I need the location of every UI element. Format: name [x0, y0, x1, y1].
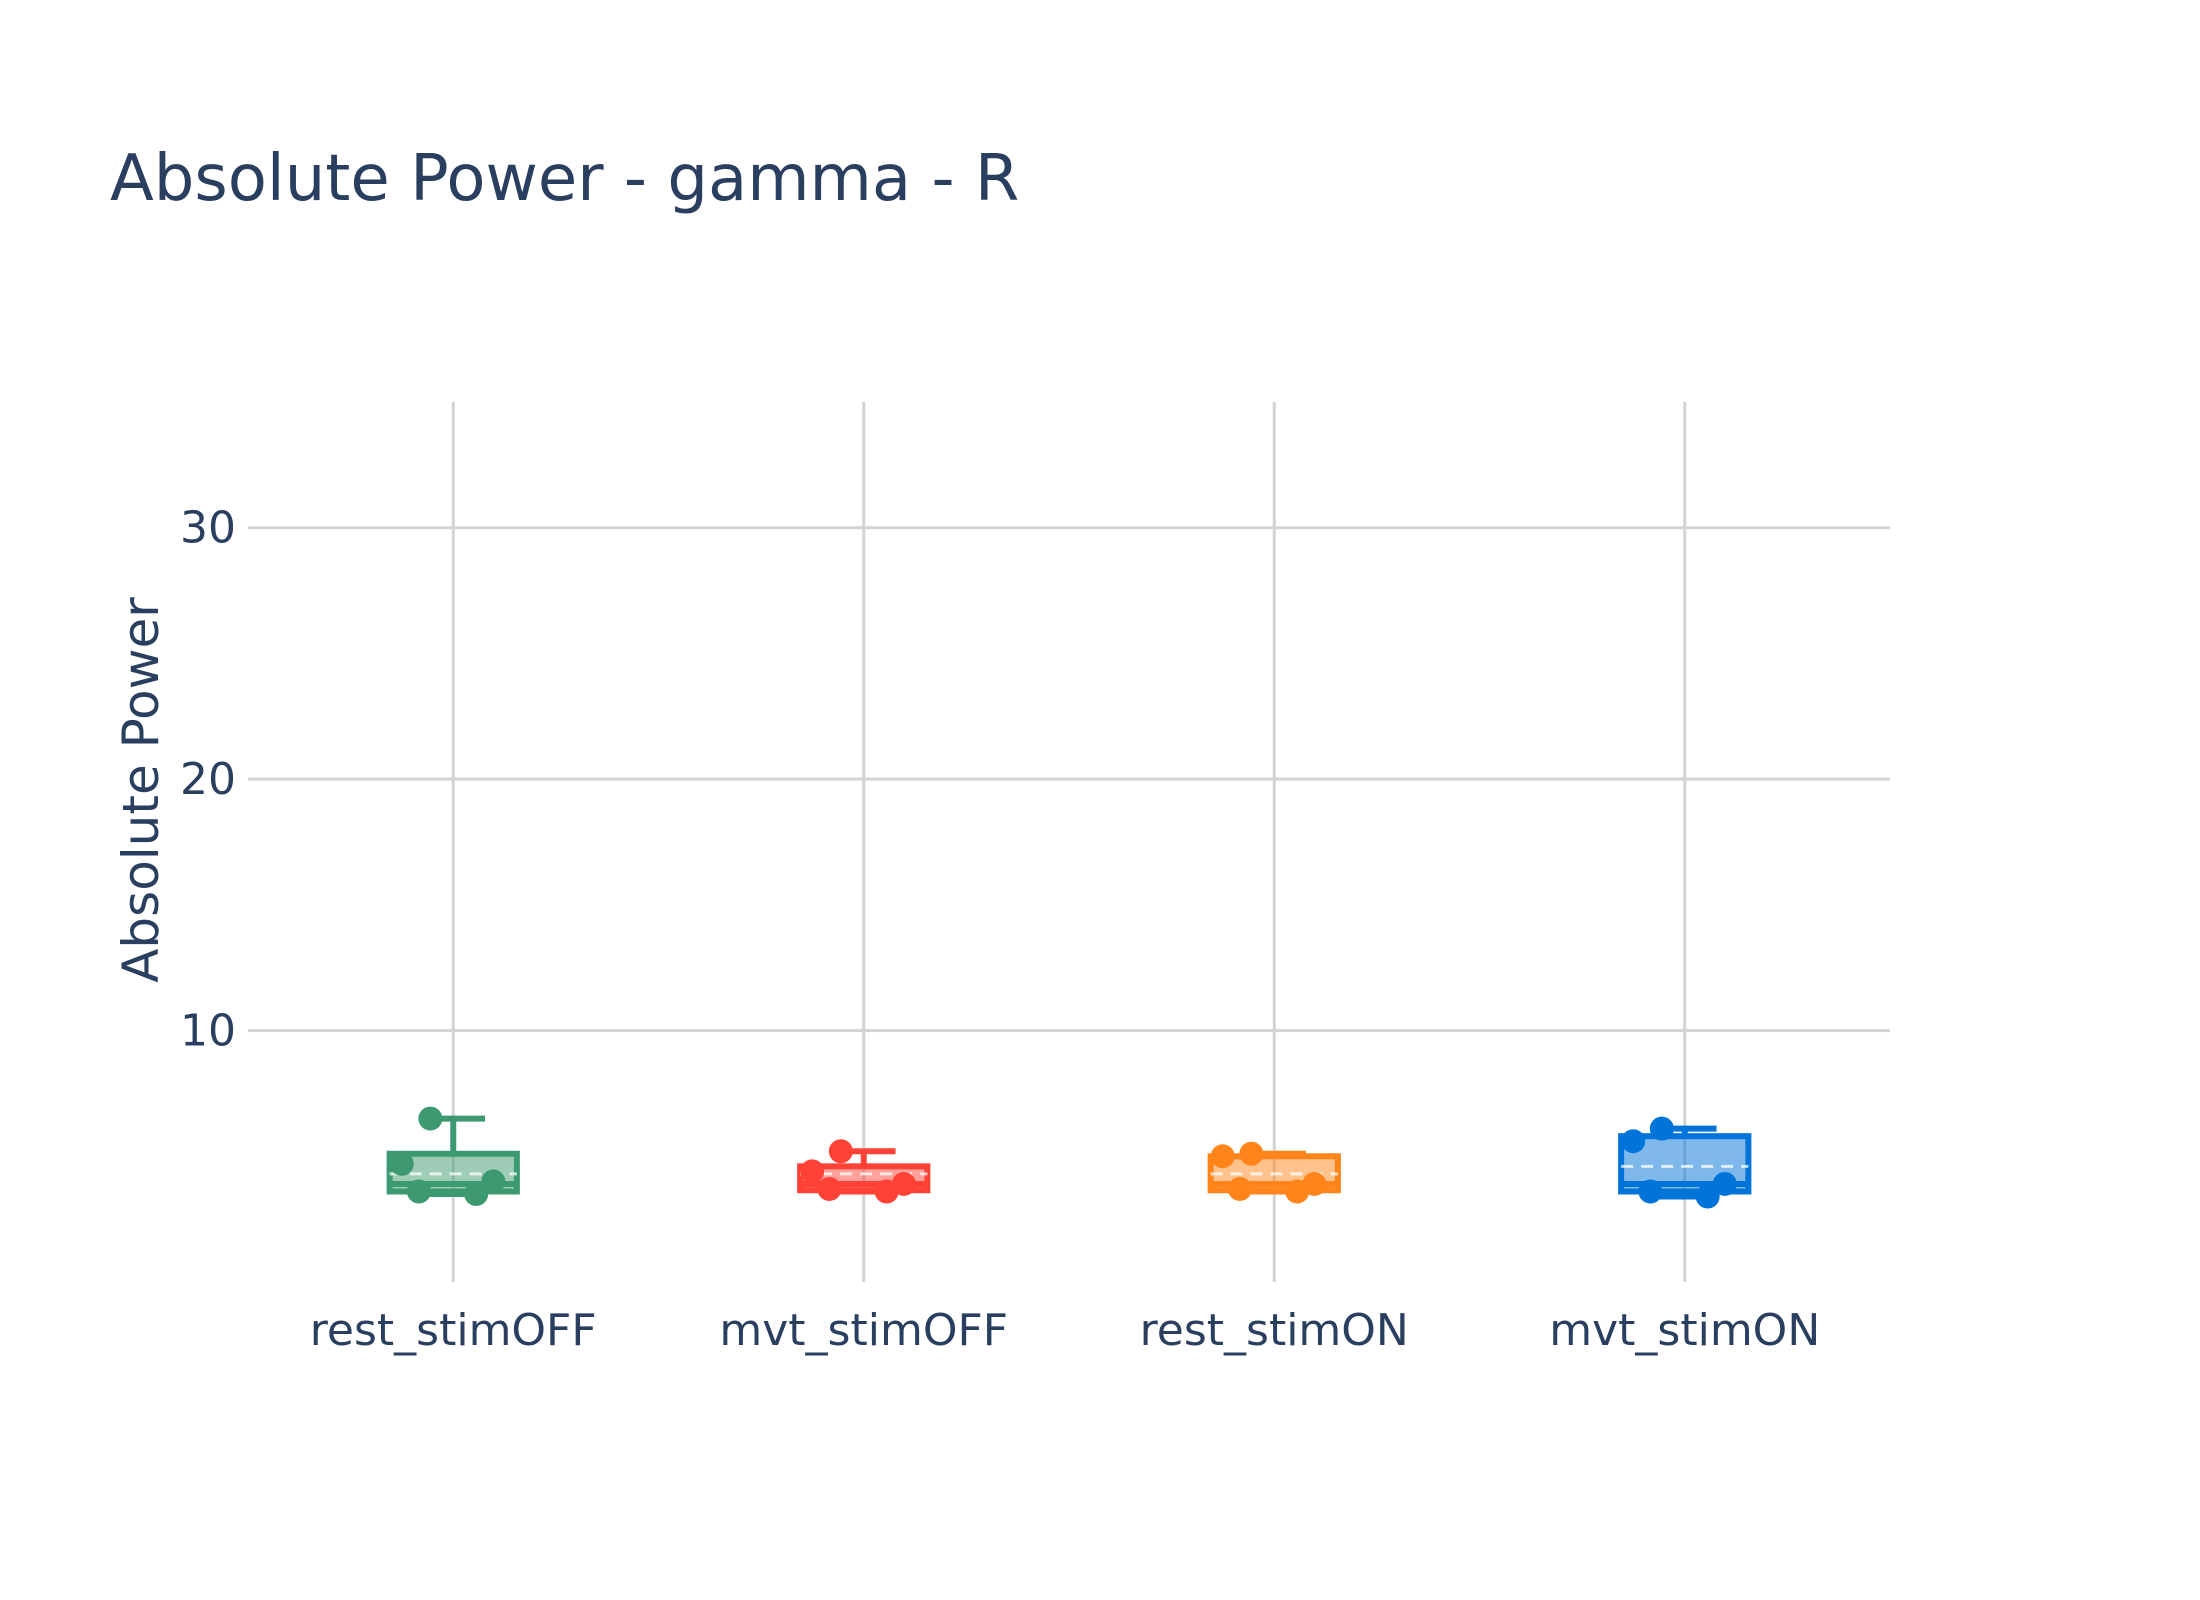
data-point	[874, 1179, 899, 1204]
y-axis-title: Absolute Power	[112, 597, 170, 983]
data-point	[800, 1159, 825, 1184]
data-point	[1695, 1184, 1720, 1209]
data-point	[1210, 1144, 1235, 1169]
box-mvt_stimON	[1618, 1116, 1752, 1209]
data-point	[1227, 1176, 1252, 1201]
y-tick-label: 10	[180, 1006, 236, 1057]
box-traces	[386, 1106, 1752, 1209]
y-axis-ticks: 10 20 30	[180, 503, 236, 1057]
data-point	[1621, 1129, 1646, 1154]
box-rest_stimON	[1207, 1141, 1341, 1204]
data-point	[418, 1106, 443, 1131]
gridlines	[248, 402, 1890, 1282]
data-point	[1649, 1116, 1674, 1141]
data-point	[1638, 1179, 1663, 1204]
data-point	[464, 1182, 489, 1206]
x-tick-label: rest_stimOFF	[310, 1305, 597, 1356]
data-point	[1239, 1141, 1264, 1166]
data-point	[406, 1179, 431, 1204]
chart-title: Absolute Power - gamma - R	[110, 142, 1019, 216]
x-tick-label: rest_stimON	[1140, 1305, 1409, 1356]
data-point	[828, 1139, 853, 1164]
data-point	[389, 1151, 414, 1176]
x-axis-ticks: rest_stimOFF mvt_stimOFF rest_stimON mvt_st…	[310, 1305, 1820, 1356]
data-point	[481, 1169, 506, 1194]
y-tick-label: 30	[180, 503, 236, 554]
x-tick-label: mvt_stimOFF	[719, 1305, 1008, 1356]
x-tick-label: mvt_stimON	[1549, 1305, 1820, 1356]
box-rest_stimOFF	[386, 1106, 520, 1206]
data-point	[817, 1176, 842, 1201]
data-point	[1285, 1179, 1310, 1204]
data-point	[1712, 1171, 1737, 1196]
box-mvt_stimOFF	[797, 1139, 931, 1204]
y-tick-label: 20	[180, 754, 236, 805]
